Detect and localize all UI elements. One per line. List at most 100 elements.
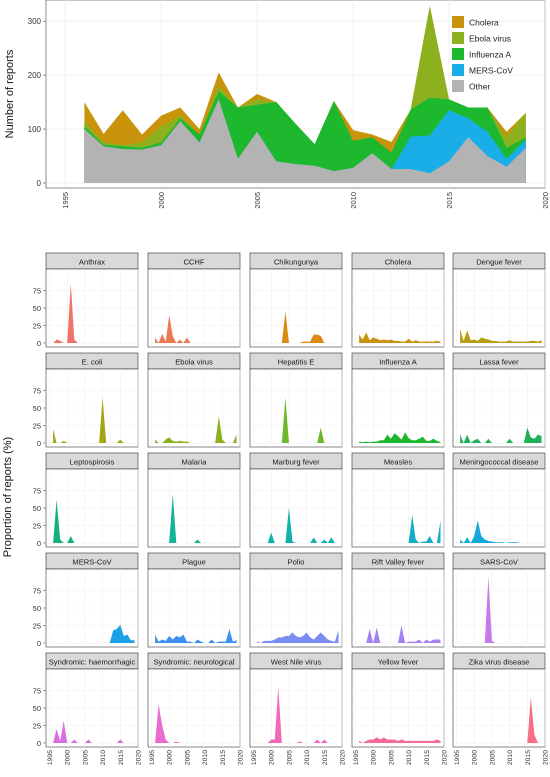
facet-plot bbox=[351, 468, 445, 548]
facet-title: Measles bbox=[384, 458, 412, 467]
facet-plot: 0 25 50 75 bbox=[33, 368, 139, 448]
facet-plot bbox=[249, 468, 343, 548]
facet-xtick-label: 1995 bbox=[353, 750, 360, 765]
facet-ytick-label: 75 bbox=[33, 687, 41, 696]
facet-plot bbox=[452, 268, 546, 348]
facet-panel: E. coli 0 25 50 75 bbox=[33, 352, 139, 448]
top-xtick-label: 1995 bbox=[61, 192, 70, 209]
facet-xtick-label: 2005 bbox=[184, 750, 191, 765]
facet-title: West Nile virus bbox=[271, 658, 322, 667]
facet-xtick-label: 2015 bbox=[118, 750, 125, 765]
facet-panel: Polio bbox=[249, 552, 343, 648]
facet-title: Dengue fever bbox=[476, 258, 522, 267]
facet-panel: Chikungunya bbox=[249, 252, 343, 348]
facet-panel: Hepatitis E bbox=[249, 352, 343, 448]
facet-plot bbox=[351, 568, 445, 648]
facet-title: Hepatitis E bbox=[278, 358, 315, 367]
facet-title: Cholera bbox=[385, 258, 412, 267]
facet-ytick-label: 25 bbox=[33, 622, 41, 631]
facet-xtick-label: 2000 bbox=[472, 750, 479, 765]
facet-panel: Ebola virus bbox=[147, 352, 241, 448]
top-xtick-label: 2015 bbox=[445, 192, 454, 209]
facet-title: Syndromic: haemorrhagic bbox=[49, 658, 136, 667]
facet-plot bbox=[351, 368, 445, 448]
facet-ytick-label: 50 bbox=[33, 604, 41, 613]
facet-title: Lassa fever bbox=[479, 358, 519, 367]
facet-panel: Influenza A bbox=[351, 352, 445, 448]
facet-ytick-label: 0 bbox=[37, 439, 41, 448]
facet-ytick-label: 25 bbox=[33, 722, 41, 731]
legend-label: Ebola virus bbox=[469, 34, 511, 44]
facet-title: Influenza A bbox=[379, 358, 418, 367]
facet-area bbox=[53, 624, 135, 643]
facet-xtick-label: 2010 bbox=[100, 750, 107, 765]
facet-area bbox=[460, 520, 542, 543]
facet-plot bbox=[249, 368, 343, 448]
facet-title: Syndromic: neurological bbox=[153, 658, 234, 667]
facet-area bbox=[359, 432, 441, 443]
facet-ytick-label: 25 bbox=[33, 522, 41, 531]
facet-xtick-label: 2010 bbox=[406, 750, 413, 765]
facet-plot bbox=[249, 268, 343, 348]
top-ytick-label: 200 bbox=[28, 71, 42, 80]
facet-panel: Marburg fever bbox=[249, 452, 343, 548]
facet-title: Chikungunya bbox=[274, 258, 319, 267]
facet-area bbox=[155, 629, 237, 643]
facet-title: Yellow fever bbox=[378, 658, 419, 667]
facet-xtick-label: 1995 bbox=[47, 750, 54, 765]
facet-ytick-label: 25 bbox=[33, 322, 41, 331]
facet-title: Anthrax bbox=[79, 258, 105, 267]
facet-ytick-label: 75 bbox=[33, 287, 41, 296]
facet-plot: 1995 2000 2005 2010 2015 2020 bbox=[452, 668, 550, 765]
facet-title: Marburg fever bbox=[272, 458, 320, 467]
facet-panel: CCHF bbox=[147, 252, 241, 348]
facet-area bbox=[155, 494, 237, 543]
facet-plot: 0 25 50 75 bbox=[33, 468, 139, 548]
facet-ytick-label: 0 bbox=[37, 639, 41, 648]
facet-plot bbox=[452, 368, 546, 448]
facet-xtick-label: 2015 bbox=[424, 750, 431, 765]
facet-plot: 1995 2000 2005 2010 2015 2020 bbox=[147, 668, 245, 765]
facet-panel: Dengue fever bbox=[452, 252, 546, 348]
facet-panel: Leptospirosis 0 25 50 75 bbox=[33, 452, 139, 548]
facet-xtick-label: 2000 bbox=[371, 750, 378, 765]
facet-xtick-label: 1995 bbox=[149, 750, 156, 765]
facet-xtick-label: 2005 bbox=[489, 750, 496, 765]
facet-ytick-label: 75 bbox=[33, 487, 41, 496]
facet-ytick-label: 50 bbox=[33, 304, 41, 313]
facet-title: Polio bbox=[288, 558, 305, 567]
facet-plot: 0 25 50 75 bbox=[33, 268, 139, 348]
facet-ytick-label: 50 bbox=[33, 404, 41, 413]
facet-panel: Yellow fever 1995 2000 2005 2010 2015 2020 bbox=[351, 652, 449, 765]
facet-xtick-label: 2020 bbox=[543, 750, 550, 765]
facet-area bbox=[155, 416, 237, 443]
legend-label: MERS-CoV bbox=[469, 66, 513, 76]
legend-swatch bbox=[452, 48, 464, 60]
facet-area bbox=[257, 630, 339, 643]
facet-title: MERS-CoV bbox=[72, 558, 112, 567]
top-legend: Cholera Ebola virus Influenza A MERS-CoV Oth… bbox=[452, 16, 513, 92]
facet-panel: Syndromic: neurological 1995 2000 2005 2010 2… bbox=[147, 652, 245, 765]
facet-panel: Syndromic: haemorrhagic 0 25 50 75 1995 2000 20… bbox=[33, 652, 143, 765]
legend-swatch bbox=[452, 16, 464, 28]
facet-xtick-label: 2005 bbox=[286, 750, 293, 765]
facet-panel: West Nile virus 1995 2000 2005 2010 2015 2020 bbox=[249, 652, 347, 765]
facet-xtick-label: 2015 bbox=[220, 750, 227, 765]
facet-grid: Anthrax 0 25 50 75 CCHF Chikungunya Cholera Deng… bbox=[33, 252, 550, 765]
legend-swatch bbox=[452, 80, 464, 92]
facet-panel: Malaria bbox=[147, 452, 241, 548]
facet-xtick-label: 1995 bbox=[251, 750, 258, 765]
top-ytick-label: 0 bbox=[37, 179, 42, 188]
facet-ytick-label: 25 bbox=[33, 422, 41, 431]
facet-panel: Plague bbox=[147, 552, 241, 648]
facet-plot bbox=[147, 568, 241, 648]
legend-label: Cholera bbox=[469, 18, 499, 28]
facet-panel: Anthrax 0 25 50 75 bbox=[33, 252, 139, 348]
facet-ytick-label: 0 bbox=[37, 539, 41, 548]
facet-xtick-label: 1995 bbox=[454, 750, 461, 765]
facet-plot: 0 25 50 75 1995 2000 2005 2010 2015 2020 bbox=[33, 668, 143, 765]
top-xtick-label: 2005 bbox=[253, 192, 262, 209]
facet-xtick-label: 2005 bbox=[82, 750, 89, 765]
facet-plot bbox=[147, 468, 241, 548]
